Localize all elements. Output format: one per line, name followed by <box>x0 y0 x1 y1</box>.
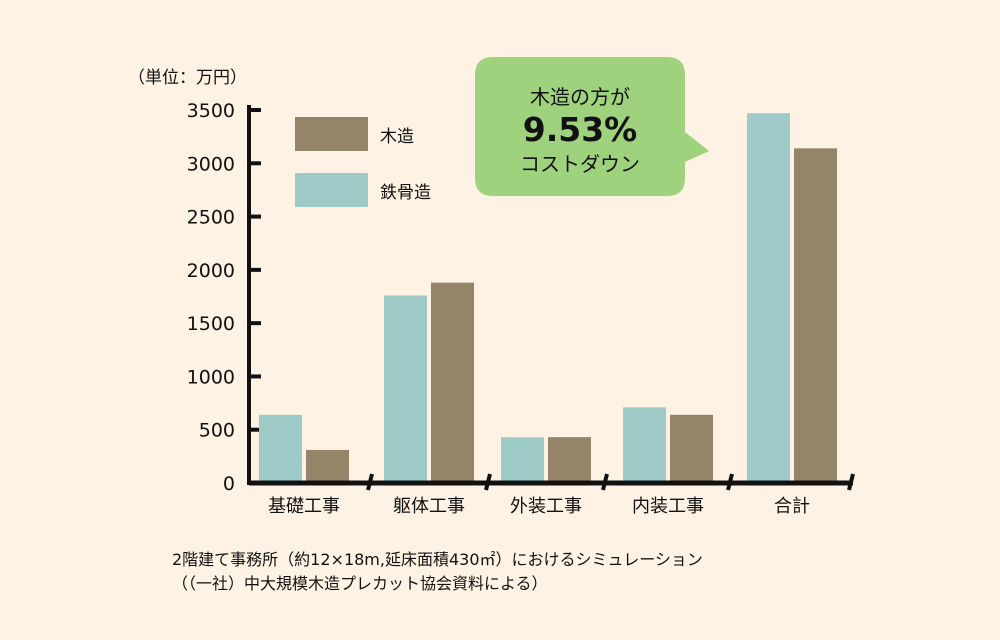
bar-wood <box>431 282 474 483</box>
y-tick-label: 0 <box>223 473 235 495</box>
x-tick-label: 合計 <box>774 496 810 517</box>
legend-swatch-steel <box>295 173 368 207</box>
bar-steel <box>623 407 666 483</box>
legend: 木造 鉄骨造 <box>295 117 431 207</box>
bar-wood <box>306 449 349 483</box>
footnote-line2: （（一社）中大規模木造プレカット協会資料による） <box>172 574 548 593</box>
callout-shape <box>475 57 709 196</box>
y-tick-label: 3500 <box>187 100 235 122</box>
y-tick-label: 500 <box>199 420 235 442</box>
bar-wood <box>794 148 837 483</box>
x-tick-label: 躯体工事 <box>393 496 465 517</box>
x-axis-break-mark <box>601 473 609 491</box>
bar-steel <box>259 414 302 483</box>
bar-wood <box>548 437 591 483</box>
x-axis-break-mark <box>484 473 492 491</box>
axes <box>247 105 855 491</box>
bar-steel <box>501 437 544 483</box>
y-tick-label: 2000 <box>187 260 235 282</box>
y-tick-label: 3000 <box>187 153 235 175</box>
callout-line1: 木造の方が <box>530 85 630 109</box>
x-axis-break-mark <box>366 473 374 491</box>
legend-label-steel: 鉄骨造 <box>380 183 431 203</box>
x-tick-label: 外装工事 <box>510 496 582 517</box>
callout-percentage: 9.53% <box>523 110 638 149</box>
bar-steel <box>384 295 427 483</box>
x-tick-label: 内装工事 <box>632 496 704 517</box>
legend-swatch-wood <box>295 117 368 151</box>
unit-label: （単位：万円） <box>128 68 247 88</box>
x-axis-labels: 基礎工事 躯体工事 外装工事 内装工事 合計 <box>268 496 810 517</box>
bar-steel <box>747 113 790 483</box>
callout-line3: コストダウン <box>520 152 640 176</box>
legend-label-wood: 木造 <box>380 127 414 147</box>
y-tick-label: 2500 <box>187 207 235 229</box>
bar-wood <box>670 414 713 483</box>
x-axis-break-mark <box>726 473 734 491</box>
y-tick-label: 1000 <box>187 366 235 388</box>
x-axis-break-mark <box>847 473 855 491</box>
y-tick-label: 1500 <box>187 313 235 335</box>
callout-bubble: 木造の方が 9.53% コストダウン <box>475 57 709 196</box>
footnote-line1: 2階建て事務所（約12×18m,延床面積430㎡）におけるシミュレーション <box>172 550 703 569</box>
bars <box>259 113 837 483</box>
footnote: 2階建て事務所（約12×18m,延床面積430㎡）におけるシミュレーション （（… <box>172 548 703 596</box>
x-tick-label: 基礎工事 <box>268 496 340 517</box>
